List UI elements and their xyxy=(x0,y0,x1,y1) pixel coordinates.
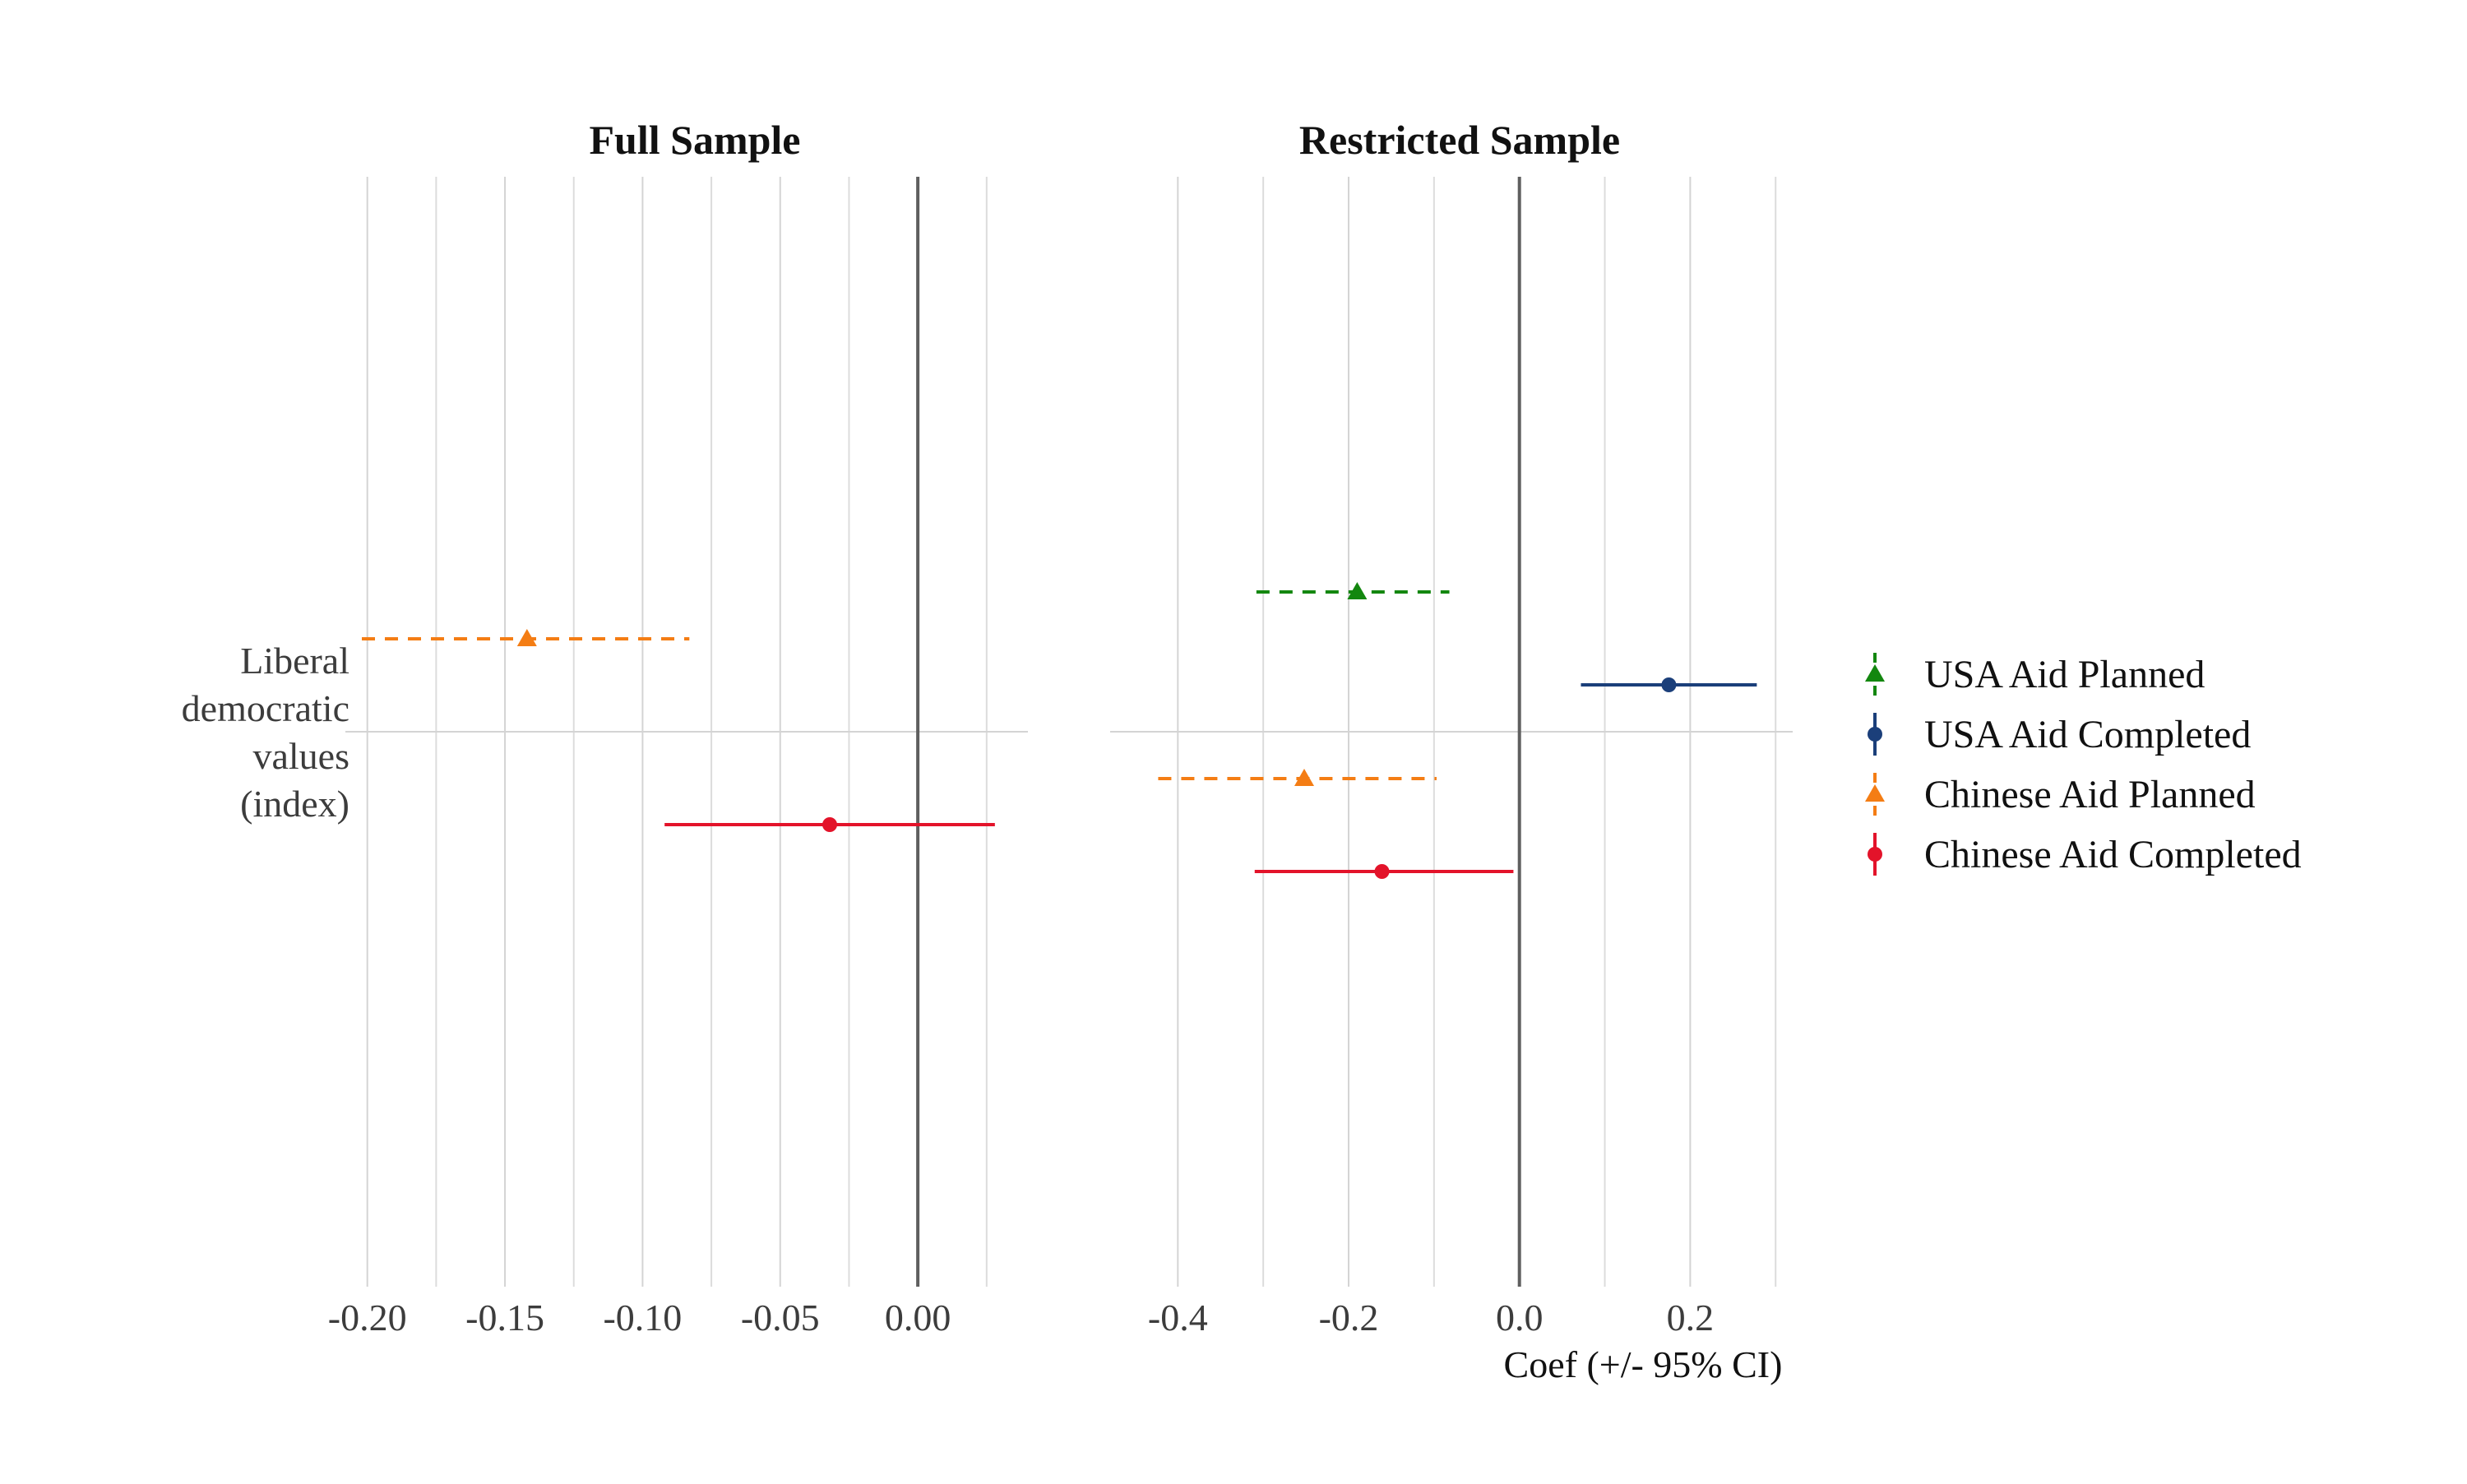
legend-key-triangle xyxy=(1865,664,1885,682)
x-tick-label: -0.2 xyxy=(1319,1297,1379,1338)
panel-title: Restricted Sample xyxy=(1299,117,1620,163)
x-tick-label: -0.10 xyxy=(603,1297,682,1338)
x-tick-label: -0.4 xyxy=(1148,1297,1208,1338)
y-category-label-line: values xyxy=(252,735,349,777)
y-category-label-line: (index) xyxy=(240,783,349,825)
legend-label: Chinese Aid Planned xyxy=(1924,773,2256,816)
panel-restricted-sample: -0.4 -0.2 0.0 0.2 Restricted Sample Coef (+/-… xyxy=(1110,117,1793,1385)
x-axis-label: Coef (+/- 95% CI) xyxy=(1504,1343,1783,1385)
legend-label: USA Aid Completed xyxy=(1924,713,2251,756)
estimate-chinese-aid-completed xyxy=(1254,864,1514,879)
estimate-chinese-aid-completed xyxy=(664,817,995,832)
legend-item: USA Aid Completed xyxy=(1868,713,2251,756)
x-tick-label: 0.00 xyxy=(885,1297,951,1338)
x-tick-label: -0.15 xyxy=(465,1297,544,1338)
legend-item: Chinese Aid Completed xyxy=(1868,833,2302,876)
x-tick-label: -0.05 xyxy=(741,1297,820,1338)
x-tick-label: 0.0 xyxy=(1496,1297,1544,1338)
legend-label: Chinese Aid Completed xyxy=(1924,833,2302,876)
point-estimate-circle xyxy=(822,817,838,832)
point-estimate-triangle xyxy=(1347,582,1368,599)
estimate-usa-aid-planned xyxy=(1256,582,1450,599)
panel-full-sample: -0.20 -0.15 -0.10 -0.05 0.00 Full Sample xyxy=(328,117,1028,1338)
legend: USA Aid Planned USA Aid Completed Chinese … xyxy=(1865,653,2302,876)
point-estimate-circle xyxy=(1661,677,1677,692)
x-tick-label: 0.2 xyxy=(1667,1297,1715,1338)
legend-key-circle xyxy=(1868,847,1882,862)
y-category-label-line: democratic xyxy=(182,687,349,729)
panel-title: Full Sample xyxy=(590,117,801,163)
x-tick-label: -0.20 xyxy=(328,1297,407,1338)
legend-label: USA Aid Planned xyxy=(1924,653,2205,696)
estimate-usa-aid-completed xyxy=(1581,677,1757,692)
legend-key-triangle xyxy=(1865,784,1885,802)
legend-item: Chinese Aid Planned xyxy=(1865,773,2256,816)
estimate-chinese-aid-planned xyxy=(1158,769,1437,786)
legend-item: USA Aid Planned xyxy=(1865,653,2205,696)
point-estimate-circle xyxy=(1374,864,1390,879)
y-category-label-line: Liberal xyxy=(240,640,349,682)
point-estimate-triangle xyxy=(1294,769,1314,786)
point-estimate-triangle xyxy=(516,629,537,646)
legend-key-circle xyxy=(1868,727,1882,742)
estimate-chinese-aid-planned xyxy=(362,629,690,646)
y-category-label: Liberal democratic values (index) xyxy=(182,640,349,825)
